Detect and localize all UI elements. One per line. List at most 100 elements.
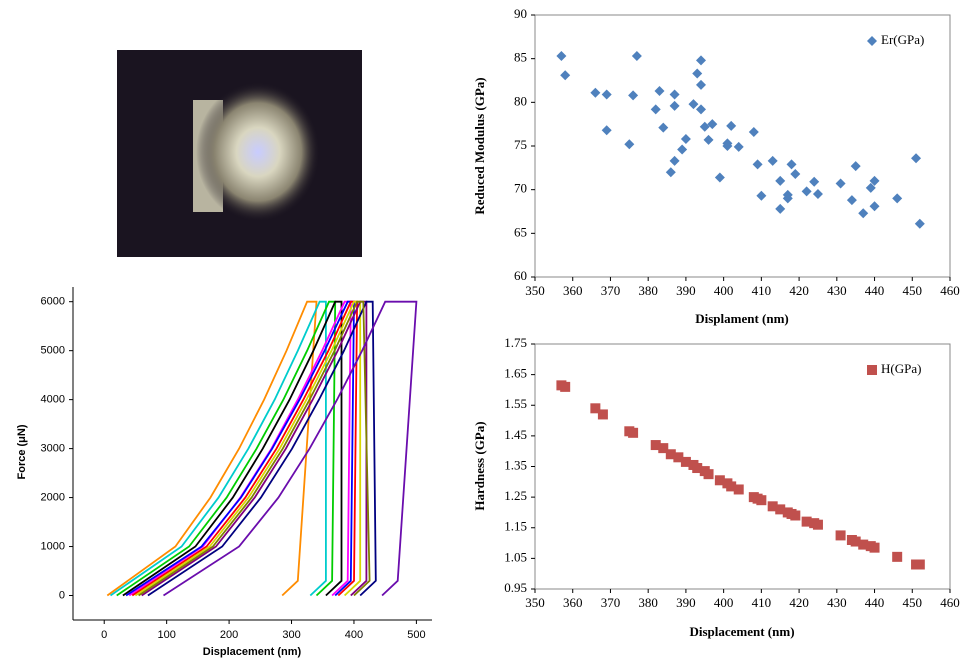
marker <box>696 104 706 115</box>
marker <box>767 155 778 166</box>
marker <box>748 127 759 138</box>
x-tick-label: 410 <box>752 283 772 298</box>
marker <box>669 155 680 166</box>
marker <box>752 159 763 170</box>
marker <box>867 36 877 46</box>
marker <box>786 159 797 170</box>
y-tick-label: 1.55 <box>504 396 527 411</box>
x-tick-label: 350 <box>525 595 545 610</box>
marker <box>756 190 767 201</box>
marker <box>658 122 669 133</box>
marker <box>790 168 801 179</box>
marker <box>590 87 601 98</box>
y-tick-label: 4000 <box>41 394 65 406</box>
marker <box>914 218 925 229</box>
marker <box>869 542 880 553</box>
curve <box>147 300 377 597</box>
marker <box>680 134 691 145</box>
marker <box>858 539 869 550</box>
marker <box>560 70 571 81</box>
y-tick-label: 1000 <box>41 540 65 552</box>
marker <box>726 120 737 131</box>
marker <box>669 100 680 111</box>
x-tick-label: 390 <box>676 283 696 298</box>
curve <box>163 300 418 597</box>
y-tick-label: 1.65 <box>504 366 527 381</box>
x-tick-label: 360 <box>563 283 583 298</box>
y-tick-label: 2000 <box>41 491 65 503</box>
micrograph <box>117 50 362 257</box>
marker <box>654 85 665 96</box>
marker <box>812 189 823 200</box>
marker <box>865 182 876 193</box>
marker <box>835 530 846 541</box>
y-tick-label: 1.25 <box>504 488 527 503</box>
marker <box>696 79 706 90</box>
y-tick-label: 65 <box>514 224 527 239</box>
marker <box>677 144 688 155</box>
y-axis-title: Hardness (GPa) <box>472 421 487 510</box>
marker <box>775 203 786 214</box>
force-chart: 0 100 200 300 400 500010002000300040005000600… <box>16 287 432 658</box>
curve <box>125 300 355 597</box>
marker <box>782 189 793 200</box>
marker <box>597 409 608 420</box>
y-tick-label: 1.05 <box>504 549 527 564</box>
x-tick-label: 300 <box>282 629 300 641</box>
y-axis-title: Reduced Modulus (GPa) <box>472 77 487 214</box>
marker <box>699 121 710 132</box>
marker <box>601 125 612 136</box>
x-tick-label: 430 <box>827 595 847 610</box>
marker <box>703 134 714 145</box>
y-tick-label: 1.45 <box>504 427 527 442</box>
marker <box>560 381 571 392</box>
y-tick-label: 6000 <box>41 296 65 308</box>
x-axis-title: Displament (nm) <box>695 311 789 326</box>
legend-item: H(GPa) <box>867 361 921 376</box>
marker <box>867 365 877 375</box>
x-tick-label: 440 <box>865 595 885 610</box>
x-axis-title: Displacement (nm) <box>689 624 794 639</box>
marker <box>673 452 684 463</box>
y-tick-label: 70 <box>514 181 527 196</box>
y-tick-label: 5000 <box>41 345 65 357</box>
marker <box>812 519 823 530</box>
x-tick-label: 440 <box>865 283 885 298</box>
marker <box>714 172 725 183</box>
marker <box>801 186 812 197</box>
marker <box>733 141 744 152</box>
marker <box>650 104 661 115</box>
x-axis-title: Displacement (nm) <box>203 646 302 658</box>
x-tick-label: 360 <box>563 595 583 610</box>
legend-item: Er(GPa) <box>867 32 924 47</box>
y-tick-label: 85 <box>514 50 527 65</box>
marker <box>669 89 680 100</box>
curve <box>116 300 337 597</box>
marker <box>665 167 676 178</box>
marker <box>696 55 706 66</box>
plot-frame <box>534 343 951 590</box>
x-tick-label: 390 <box>676 595 696 610</box>
marker <box>801 516 812 527</box>
x-tick-label: 370 <box>601 283 621 298</box>
marker <box>850 161 861 172</box>
curve <box>122 300 343 597</box>
marker <box>601 89 612 100</box>
x-tick-label: 380 <box>638 595 658 610</box>
marker <box>658 443 669 454</box>
x-tick-label: 400 <box>345 629 363 641</box>
marker <box>756 495 767 506</box>
marker <box>628 427 639 438</box>
marker <box>775 504 786 515</box>
x-tick-label: 420 <box>789 283 809 298</box>
marker <box>703 469 714 480</box>
y-axis-title: Force (μN) <box>16 424 28 479</box>
marker <box>590 403 601 414</box>
marker <box>692 463 703 474</box>
x-tick-label: 450 <box>903 595 923 610</box>
curve <box>106 300 318 597</box>
x-tick-label: 200 <box>220 629 238 641</box>
curve <box>134 300 362 597</box>
marker <box>680 456 691 467</box>
y-tick-label: 1.35 <box>504 457 527 472</box>
